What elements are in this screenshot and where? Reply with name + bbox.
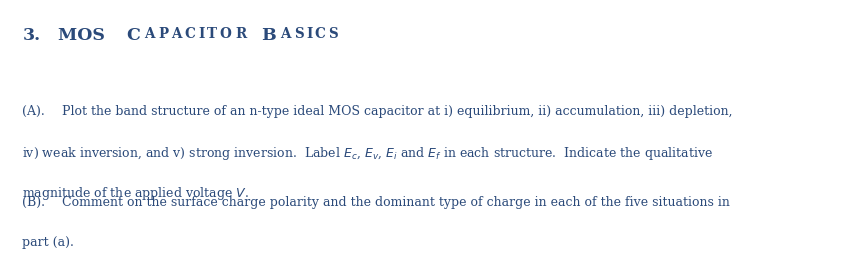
Text: A: A [171,27,181,41]
Text: magnitude of the applied voltage $V$.: magnitude of the applied voltage $V$. [22,185,249,202]
Text: I: I [306,27,313,41]
Text: Comment on the surface charge polarity and the dominant type of charge in each o: Comment on the surface charge polarity a… [62,196,730,208]
Text: C: C [185,27,196,41]
Text: T: T [207,27,217,41]
Text: R: R [235,27,247,41]
Text: I: I [198,27,205,41]
Text: C: C [126,27,141,44]
Text: (B).: (B). [22,196,46,208]
Text: (A).: (A). [22,105,45,118]
Text: S: S [328,27,338,41]
Text: part (a).: part (a). [22,236,74,249]
Text: B: B [261,27,276,44]
Text: P: P [158,27,168,41]
Text: S: S [294,27,303,41]
Text: MOS: MOS [58,27,112,44]
Text: 3.: 3. [22,27,40,44]
Text: iv) weak inversion, and v) strong inversion.  Label $E_c$, $E_v$, $E_i$ and $E_f: iv) weak inversion, and v) strong invers… [22,145,713,162]
Text: C: C [314,27,326,41]
Text: O: O [220,27,232,41]
Text: A: A [144,27,155,41]
Text: A: A [280,27,290,41]
Text: Plot the band structure of an n-type ideal MOS capacitor at i) equilibrium, ii) : Plot the band structure of an n-type ide… [62,105,733,118]
